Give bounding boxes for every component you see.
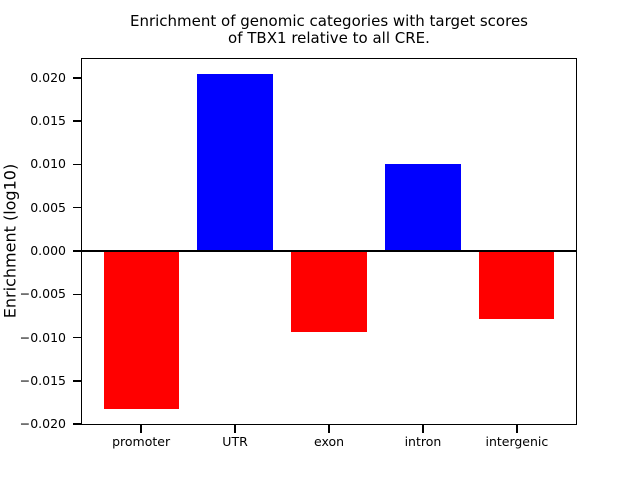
y-tick-mark xyxy=(73,336,81,339)
y-tick-mark xyxy=(73,250,81,252)
bar-exon xyxy=(291,251,367,332)
y-tick-label: 0.015 xyxy=(30,113,66,129)
y-tick-label: 0.000 xyxy=(30,243,66,259)
x-tick-label-exon: exon xyxy=(313,434,345,449)
y-tick-mark xyxy=(73,380,81,382)
x-tick-label-intron: intron xyxy=(404,434,442,449)
y-tick-mark xyxy=(73,120,81,122)
y-tick-mark xyxy=(73,206,81,209)
bar-intron xyxy=(385,164,461,251)
y-tick-label: 0.020 xyxy=(30,69,66,85)
y-tick-mark xyxy=(73,293,81,296)
x-tick-mark xyxy=(422,425,424,433)
x-tick-label-UTR: UTR xyxy=(222,434,248,449)
x-tick-mark xyxy=(516,425,518,433)
bar-UTR xyxy=(197,73,273,252)
zero-line xyxy=(81,250,577,253)
y-tick-label: −0.010 xyxy=(19,329,66,345)
y-tick-label: 0.010 xyxy=(30,156,66,172)
x-tick-mark xyxy=(328,425,330,433)
y-tick-label: −0.020 xyxy=(19,416,66,432)
y-tick-label: 0.005 xyxy=(30,199,66,215)
bar-promoter xyxy=(103,251,179,410)
y-tick-label: −0.015 xyxy=(19,372,66,388)
y-tick-mark xyxy=(73,77,81,79)
y-tick-mark xyxy=(73,163,81,166)
x-tick-label-promoter: promoter xyxy=(112,434,171,449)
x-tick-mark xyxy=(234,425,236,433)
x-tick-label-intergenic: intergenic xyxy=(485,434,549,449)
y-tick-mark xyxy=(73,423,81,425)
bar-intergenic xyxy=(479,251,555,319)
chart-title: Enrichment of genomic categories with ta… xyxy=(129,12,528,48)
y-tick-label: −0.005 xyxy=(19,286,66,302)
x-tick-mark xyxy=(140,425,142,433)
